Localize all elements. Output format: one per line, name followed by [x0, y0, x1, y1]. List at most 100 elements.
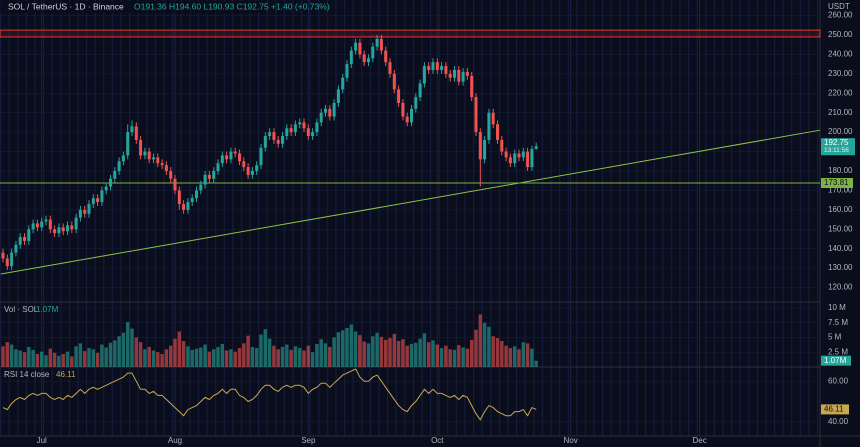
candle-body [83, 209, 87, 214]
volume-bar [70, 356, 74, 367]
volume-bar [392, 333, 397, 367]
candle-body [35, 223, 39, 228]
candle-body [483, 139, 487, 160]
volume-bar [181, 341, 186, 367]
volume-bar [478, 314, 483, 367]
volume-bar [409, 343, 414, 367]
candle-body [109, 178, 113, 187]
volume-bar [508, 348, 513, 367]
volume-bar [366, 343, 371, 367]
symbol-title: SOL / TetherUS · 1D · Binance [8, 1, 124, 11]
candle-body [268, 132, 272, 137]
volume-bar [328, 346, 332, 367]
candle-body [87, 204, 91, 214]
y-tick-label: 230.00 [828, 69, 853, 78]
volume-bar [418, 338, 422, 367]
candle-body [440, 66, 444, 70]
volume-bar [353, 331, 358, 367]
candle-body [246, 167, 250, 175]
y-tick-label: 10 M [828, 303, 846, 312]
volume-bar [379, 336, 384, 367]
rsi-line [2, 368, 537, 421]
candle-body [336, 89, 340, 103]
candle-body [513, 153, 517, 164]
volume-bar [491, 336, 495, 367]
volume-bar [199, 347, 203, 367]
resistance-zone [0, 29, 821, 38]
volume-bar [121, 332, 126, 367]
candle-body [367, 58, 371, 63]
candle-body [517, 153, 521, 158]
candle-body [431, 62, 435, 70]
candle-body [448, 73, 452, 78]
volume-bar [396, 341, 401, 367]
volume-bar [242, 343, 246, 367]
candle-body [461, 71, 465, 82]
candle-body [332, 102, 336, 117]
rsi-last: 46.11 [56, 370, 76, 379]
price-tag [821, 178, 853, 189]
x-tick-label: Jul [37, 436, 47, 445]
volume-bar [293, 346, 298, 367]
candle-body [91, 198, 95, 205]
volume-bar [487, 326, 491, 367]
candle-body [212, 170, 216, 179]
candle-body [121, 155, 125, 162]
volume-bar [457, 345, 461, 367]
marks [0, 0, 821, 436]
volume-bar [207, 351, 212, 367]
volume-bar [263, 329, 268, 367]
volume-bar [474, 329, 478, 367]
y-tick-label: 260.00 [828, 11, 853, 20]
volume-bar [388, 338, 392, 367]
candle-body [48, 219, 52, 230]
volume-bar [237, 348, 242, 367]
candle-body [23, 237, 27, 241]
candle-body [10, 252, 14, 267]
volume-bar [48, 348, 53, 367]
candle-body [225, 155, 229, 160]
candle-body [70, 225, 74, 230]
candle-body [414, 97, 418, 109]
volume-bar [259, 334, 263, 367]
y-tick-label: 200.00 [828, 127, 853, 136]
volume-bar [156, 352, 160, 367]
volume-bar [168, 345, 173, 367]
volume-bar [495, 338, 500, 367]
volume-bar [18, 350, 22, 367]
candle-body [259, 147, 263, 166]
volume-bar [504, 345, 508, 367]
volume-bar [469, 339, 474, 367]
ohlc-values: O191.36 H194.60 L190.93 C192.75 +1.40 (+… [134, 1, 330, 11]
candle-body [388, 62, 392, 74]
candle-body [263, 136, 267, 148]
candle-body [27, 229, 31, 241]
candle-body [18, 237, 22, 245]
volume-bar [100, 344, 104, 367]
rsi-last-label: 46.11 [824, 405, 844, 414]
volume-bar [272, 345, 276, 367]
volume-bar [405, 345, 409, 367]
y-tick-label: 120.00 [828, 283, 853, 292]
candle-body [358, 42, 362, 55]
candle-body [470, 75, 474, 98]
volume-bar [534, 360, 538, 367]
candle-body [78, 209, 82, 218]
candle-body [285, 128, 289, 137]
volume-bar [431, 340, 435, 367]
volume-bar [512, 346, 517, 367]
volume-bar [229, 349, 233, 367]
volume-bar [521, 342, 526, 367]
trend-line [0, 129, 821, 275]
candle-body [362, 54, 366, 63]
volume-bar [1, 346, 5, 367]
candle-body [126, 132, 130, 156]
candle-body [401, 102, 405, 117]
volume-bar [194, 348, 199, 367]
volume-bar [22, 352, 27, 367]
volume-bar [35, 354, 40, 367]
candle-body [117, 161, 121, 171]
volume-bar [113, 340, 117, 367]
candle-body [190, 198, 194, 203]
candle-body [5, 258, 9, 267]
